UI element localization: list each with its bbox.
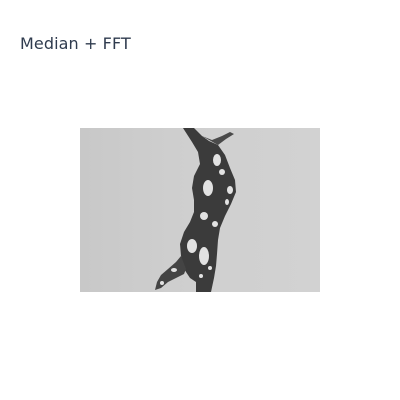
upper-strand bbox=[202, 132, 234, 145]
filtered-image bbox=[80, 128, 320, 292]
panel-title: Median + FFT bbox=[20, 34, 131, 53]
light-holes bbox=[160, 154, 233, 285]
filtered-image-canvas bbox=[80, 128, 320, 292]
